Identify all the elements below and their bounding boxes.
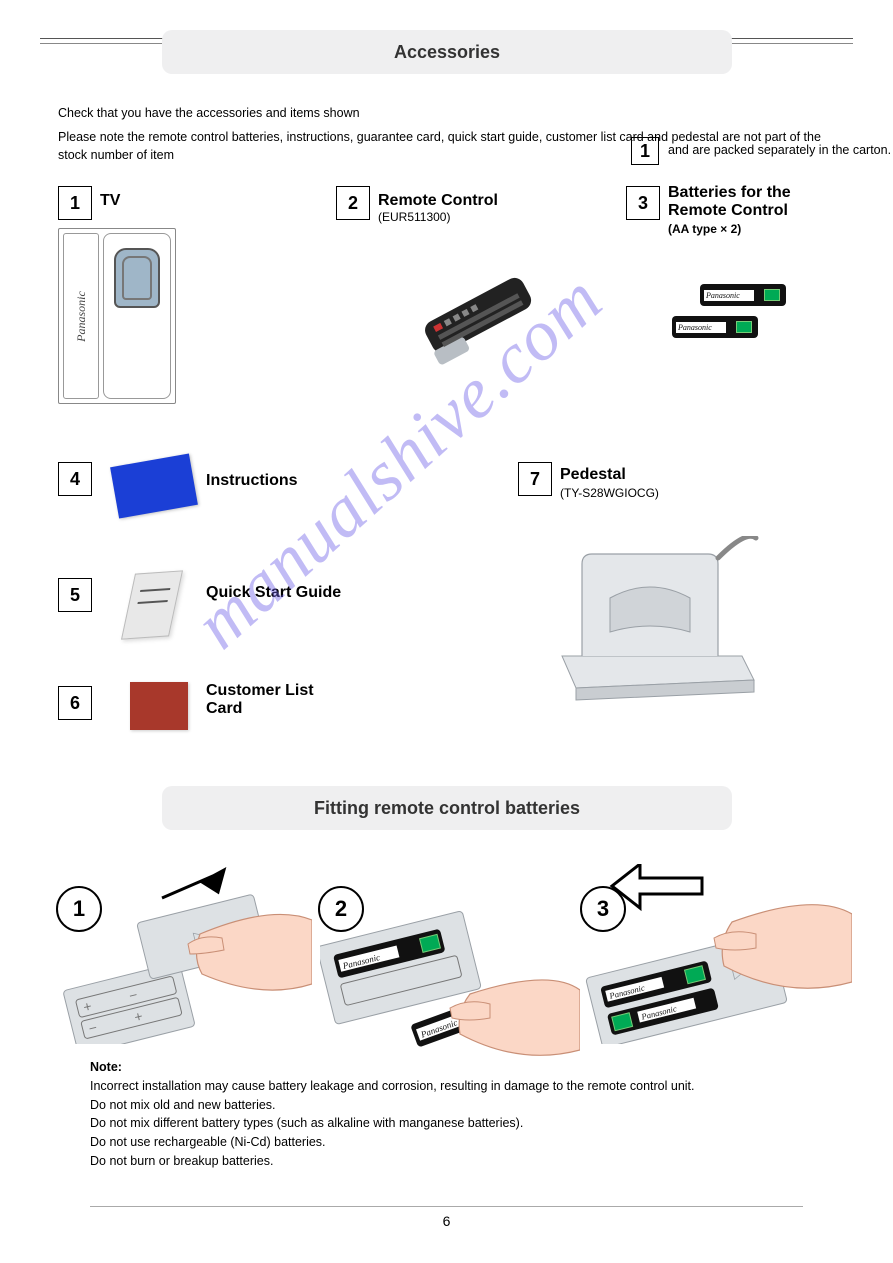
batteries-section-title: Fitting remote control batteries [162,786,732,830]
item-7-sublabel: (TY-S28WGIOCG) [560,486,659,500]
battery-1-tip [764,289,780,301]
item-3-label-l3: (AA type × 2) [668,222,741,236]
item-5-num: 5 [70,585,80,606]
remote-illustration [408,272,538,382]
batteries-title-text: Fitting remote control batteries [314,798,580,819]
tv-screen-illustration [114,248,160,308]
notes-block: Note: Incorrect installation may cause b… [90,1058,803,1171]
note-2: Do not mix old and new batteries. [90,1096,803,1115]
note-1: Incorrect installation may cause battery… [90,1077,803,1096]
manual-page: Accessories Check that you have the acce… [0,0,893,1263]
item-5-numbox: 5 [58,578,92,612]
quick-start-card [121,570,183,639]
item-3-label-l2: Remote Control [668,202,788,220]
item-3-label-l1: Batteries for the [668,184,791,202]
step-1-illustration: + − − + ▷ [52,864,312,1044]
tv-box-brand-panel: Panasonic [63,233,99,399]
item-6-numbox: 6 [58,686,92,720]
intro-item-ref-box: 1 [631,137,659,165]
note-3: Do not mix different battery types (such… [90,1114,803,1133]
item-4-label: Instructions [206,472,298,490]
item-3-num: 3 [638,193,648,214]
tv-box-illustration: Panasonic [58,228,176,404]
customer-card [130,682,188,730]
note-5: Do not burn or breakup batteries. [90,1152,803,1171]
item-1-num: 1 [70,193,80,214]
battery-1: Panasonic [700,284,786,306]
item-6-label-l2: Card [206,700,242,718]
note-label: Note: [90,1060,122,1074]
battery-2: Panasonic [672,316,758,338]
item-2-num: 2 [348,193,358,214]
item-7-label: Pedestal [560,466,626,484]
item-4-numbox: 4 [58,462,92,496]
intro-item-ref-num: 1 [640,141,650,162]
accessories-title-text: Accessories [394,42,500,63]
instructions-card [110,453,198,518]
battery-2-tip [736,321,752,333]
battery-2-brand: Panasonic [676,322,726,333]
item-3-numbox: 3 [626,186,660,220]
item-2-numbox: 2 [336,186,370,220]
item-7-numbox: 7 [518,462,552,496]
item-1-numbox: 1 [58,186,92,220]
intro-after-text: and are packed separately in the carton. [668,143,891,157]
item-2-sublabel: (EUR511300) [378,210,450,224]
item-5-label: Quick Start Guide [206,584,341,602]
tv-box-right-panel [103,233,171,399]
item-6-num: 6 [70,693,80,714]
tv-box-brand-text: Panasonic [74,291,89,342]
step-2-illustration: Panasonic Panasonic [320,864,580,1074]
accessories-section-title: Accessories [162,30,732,74]
item-1-label: TV [100,192,120,210]
page-number: 6 [90,1206,803,1229]
item-2-label: Remote Control [378,192,498,210]
battery-1-brand: Panasonic [704,290,754,301]
intro-line-1: Check that you have the accessories and … [58,104,835,122]
pedestal-illustration [542,536,772,726]
item-7-num: 7 [530,469,540,490]
note-4: Do not use rechargeable (Ni-Cd) batterie… [90,1133,803,1152]
item-6-label-l1: Customer List [206,682,314,700]
step-3-illustration: Panasonic Panasonic ▷ [582,864,852,1044]
item-4-num: 4 [70,469,80,490]
